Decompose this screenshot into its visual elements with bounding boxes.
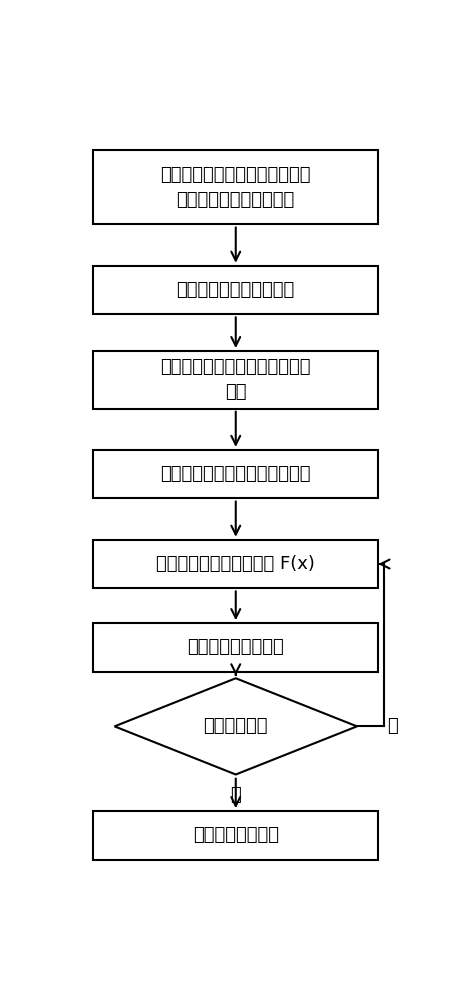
Text: 粒子群算法全局寻优: 粒子群算法全局寻优 xyxy=(187,638,284,656)
Text: 确定辐条多工况优化设计初始条
件：设计参数与典型工况: 确定辐条多工况优化设计初始条 件：设计参数与典型工况 xyxy=(160,166,310,209)
Bar xyxy=(93,450,378,498)
Text: 是: 是 xyxy=(230,786,241,804)
Bar xyxy=(93,351,378,409)
Bar xyxy=(93,540,378,588)
Polygon shape xyxy=(114,678,356,774)
Bar xyxy=(93,266,378,314)
Bar xyxy=(93,811,378,860)
Text: 综合目标法转化多目标优化问题: 综合目标法转化多目标优化问题 xyxy=(160,465,310,483)
Bar xyxy=(93,623,378,672)
Text: 优化效果显著: 优化效果显著 xyxy=(203,717,268,735)
Text: 试验设计获取样本点扬程: 试验设计获取样本点扬程 xyxy=(176,281,294,299)
Text: 输出最优参数组合: 输出最优参数组合 xyxy=(192,826,278,844)
Text: 线性加权法构造评价函数 F(x): 线性加权法构造评价函数 F(x) xyxy=(156,555,314,573)
Text: 建立辐条参数与扬程之间的函数
关系: 建立辐条参数与扬程之间的函数 关系 xyxy=(160,358,310,401)
Bar xyxy=(93,150,378,224)
Text: 否: 否 xyxy=(386,717,397,735)
